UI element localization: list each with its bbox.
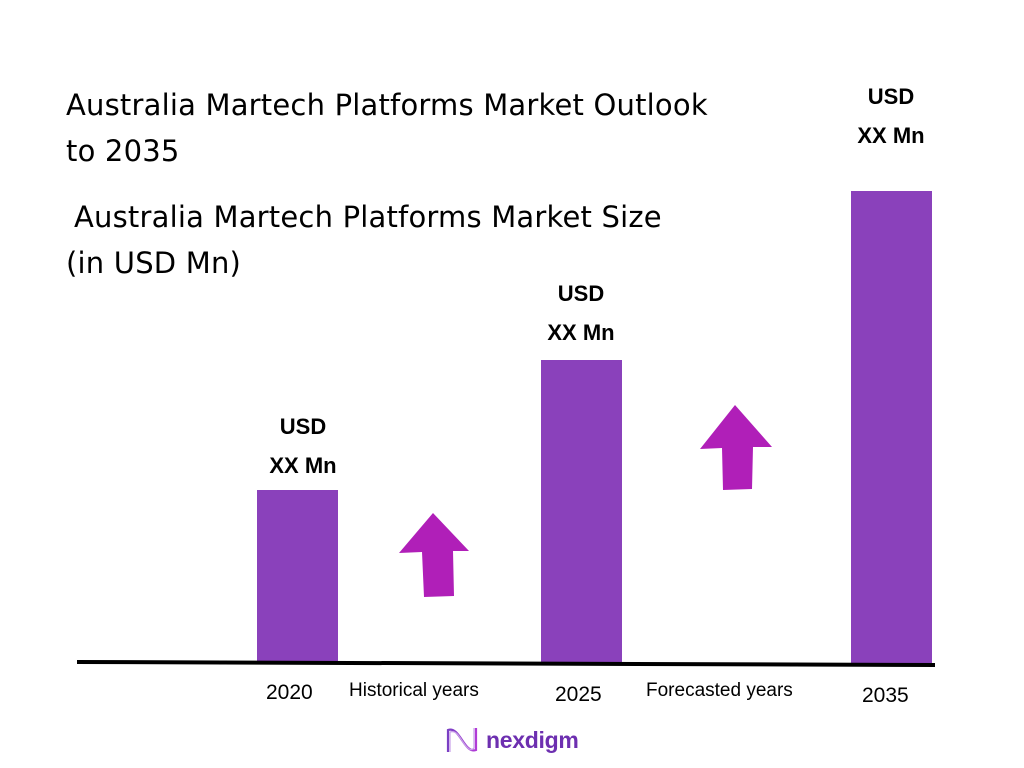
value-currency: USD [557, 281, 605, 306]
chart-subtitle: Australia Martech Platforms Market Size … [66, 194, 826, 286]
chart-title-line2: to 2035 [66, 134, 180, 168]
chart-subtitle-line1: Australia Martech Platforms Market Size [74, 200, 662, 234]
nexdigm-logo: nexdigm [444, 724, 579, 756]
value-amount: XX Mn [547, 320, 615, 345]
x-label-historical-years: Historical years [349, 680, 479, 701]
x-label-2035: 2035 [862, 684, 909, 707]
chart-title: Australia Martech Platforms Market Outlo… [66, 82, 826, 174]
bar-value-label-2035: USD XX Mn [821, 77, 961, 155]
bar-value-label-2020: USD XX Mn [233, 407, 373, 485]
chart-subtitle-line2: (in USD Mn) [66, 246, 242, 280]
wave-n-icon [446, 728, 478, 752]
x-label-2025: 2025 [555, 683, 602, 706]
bar-2025 [541, 360, 622, 663]
x-label-2020: 2020 [266, 681, 313, 704]
x-axis-line [76, 660, 936, 667]
bar-value-label-2025: USD XX Mn [511, 274, 651, 352]
chart-title-line1: Australia Martech Platforms Market Outlo… [66, 88, 708, 122]
growth-arrow-up-icon [700, 405, 772, 490]
value-currency: USD [279, 414, 327, 439]
logo-text: nexdigm [486, 726, 579, 753]
bar-2020 [257, 490, 338, 663]
growth-arrow-up-icon [399, 513, 469, 597]
value-amount: XX Mn [857, 123, 925, 148]
value-amount: XX Mn [269, 453, 337, 478]
x-label-forecasted-years: Forecasted years [646, 680, 793, 701]
value-currency: USD [867, 84, 915, 109]
bar-2035 [851, 191, 932, 664]
